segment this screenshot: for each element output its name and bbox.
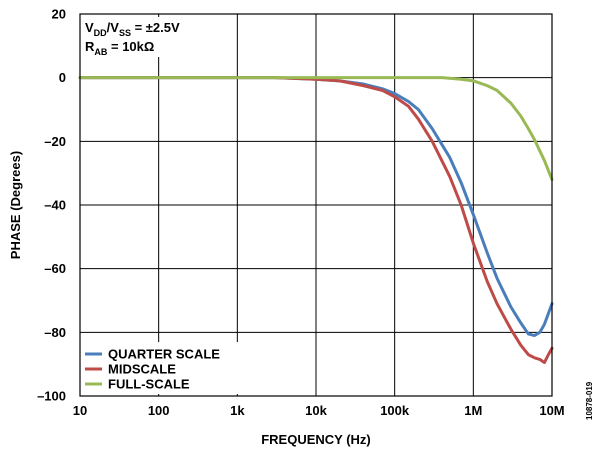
supply-annotation: VDD/VSS = ±2.5V RAB = 10kΩ [82,17,230,57]
legend-label: FULL-SCALE [108,377,190,392]
x-tick-label: 100 [148,403,170,418]
x-axis-label: FREQUENCY (Hz) [261,432,371,447]
x-tick-label: 1k [230,403,245,418]
legend-label: MIDSCALE [108,362,176,377]
y-tick-label: –20 [44,134,66,149]
y-tick-label: –40 [44,198,66,213]
x-tick-label: 100k [380,403,410,418]
y-tick-label: –60 [44,261,66,276]
y-tick-label: –80 [44,325,66,340]
x-tick-label: 10M [539,403,564,418]
y-tick-label: 0 [59,70,66,85]
y-tick-label: –100 [37,389,66,404]
series-line-full-scale [78,76,554,182]
supply-voltage-label: VDD/VSS = ±2.5V [85,20,180,38]
x-tick-label: 1M [464,403,482,418]
y-tick-labels: 20 0 –20 –40 –60 –80 –100 [37,7,66,404]
y-axis-label: PHASE (Degrees) [8,151,23,259]
resistance-label: RAB = 10kΩ [85,39,154,57]
x-tick-labels: 10 100 1k 10k 100k 1M 10M [73,403,565,418]
series-lines [78,76,554,365]
y-tick-label: 20 [52,7,66,22]
plot-frame [79,13,553,397]
x-tick-label: 10k [305,403,327,418]
grid-lines [79,13,553,397]
figure-id-watermark: 10878-019 [585,381,594,420]
x-tick-label: 10 [73,403,87,418]
legend-label: QUARTER SCALE [108,347,220,362]
